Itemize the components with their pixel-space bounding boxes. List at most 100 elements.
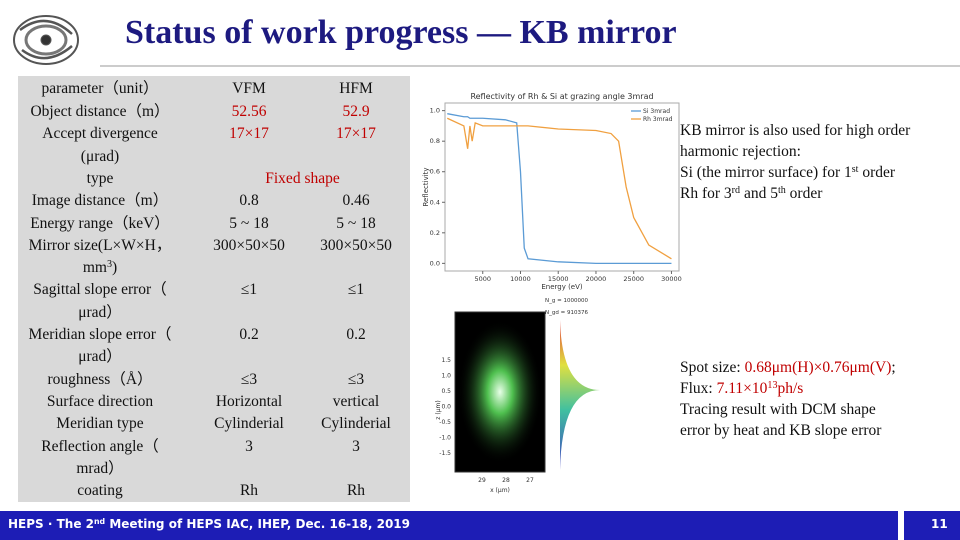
hfm-value: 17×17 (336, 125, 376, 143)
page-number: 11 (931, 517, 948, 531)
text-run: HEPS · The 2 (8, 517, 94, 531)
param-label: Energy range（keV） (30, 214, 170, 232)
text-run: Meeting of HEPS IAC, IHEP, Dec. 16-18, 2… (105, 517, 410, 531)
spot-y-tick: 1.5 (441, 357, 451, 364)
y-tick-label: 0.4 (430, 198, 440, 206)
param-label: μrad） (78, 303, 122, 321)
spot-stat: N_gd = 910376 (545, 310, 588, 316)
parameter-table (18, 76, 410, 502)
param-label: Surface direction (46, 392, 154, 410)
param-label: type (86, 169, 114, 187)
y-tick-label: 0.6 (430, 168, 440, 176)
footer-text: HEPS · The 2nd Meeting of HEPS IAC, IHEP… (8, 517, 410, 531)
hfm-value: 300×50×50 (320, 236, 392, 254)
spot-histogram (560, 320, 600, 470)
text-run: ph/s (777, 380, 804, 397)
text-run: 13 (767, 379, 778, 391)
spot-frame (454, 311, 546, 473)
hfm-value: 52.9 (342, 103, 370, 120)
param-label: Object distance（m） (30, 103, 170, 120)
spot-x-tick: 27 (526, 477, 534, 484)
plot-frame (444, 102, 680, 272)
text-run: Rh for 3 (680, 185, 732, 202)
hfm-value: 0.46 (342, 192, 370, 210)
hfm-value: Rh (346, 482, 366, 500)
param-label: Image distance（m） (31, 192, 169, 210)
text-run: mm (82, 259, 107, 277)
y-tick-label: 0.8 (430, 137, 440, 145)
note-line: Si (the mirror surface) for 1st order (680, 162, 895, 183)
hfm-value: ≤3 (347, 370, 365, 388)
page-box (904, 511, 960, 540)
text-run: st (851, 163, 859, 175)
note-line: Flux: 7.11×1013ph/s (680, 378, 803, 399)
param-label: Sagittal slope error（ (33, 281, 167, 299)
x-tick-label: 30000 (661, 275, 682, 283)
hfm-value: vertical (332, 392, 380, 410)
vfm-value: 300×50×50 (213, 236, 285, 254)
table-header: VFM (232, 80, 266, 97)
param-label: roughness（Å） (47, 370, 153, 388)
vfm-value: Rh (239, 482, 259, 500)
spot-x-label: x (μm) (490, 487, 510, 494)
text-run: 0.68μm(H)×0.76μm(V) (744, 359, 892, 376)
param-label: mm3) (83, 258, 117, 278)
hfm-value: 5 ~ 18 (336, 214, 376, 232)
spot-y-tick: -0.5 (439, 419, 451, 426)
param-label: Accept divergence (42, 125, 158, 143)
text-run: 7.11×10 (716, 380, 768, 397)
title: Status of work progress — KB mirror (125, 14, 677, 51)
spot-blob (458, 320, 542, 464)
x-tick-label: 25000 (623, 275, 644, 283)
vfm-value: Cylinderial (214, 415, 284, 433)
x-tick-label: 20000 (586, 275, 607, 283)
spot-y-tick: 0.0 (441, 404, 451, 411)
param-label: μrad） (78, 348, 122, 366)
footer-bar (0, 511, 898, 540)
spot-x-tick: 28 (502, 477, 510, 484)
text-run: Flux: (680, 380, 717, 397)
legend-label: Rh 3mrad (643, 116, 673, 123)
vfm-value: 0.2 (239, 326, 259, 343)
param-label: (μrad) (80, 147, 120, 165)
value-cell: Fixed shape (265, 169, 340, 187)
text-run: ; (891, 359, 896, 376)
text-run: ) (111, 259, 118, 277)
spot-y-tick: 0.5 (441, 388, 451, 395)
legend-label: Si 3mrad (643, 108, 670, 115)
spot-y-tick: 1.0 (441, 373, 451, 380)
x-tick-label: 10000 (510, 275, 531, 283)
text-run: Spot size: (680, 359, 745, 376)
text-run: Si (the mirror surface) for 1 (680, 164, 852, 181)
text-run: nd (94, 517, 106, 527)
text-run: 3 (106, 259, 112, 271)
vfm-value: ≤1 (240, 281, 258, 299)
spot-y-label: z (μm) (435, 400, 442, 419)
y-axis-label: Reflectivity (422, 167, 430, 206)
spot-x-tick: 29 (478, 477, 486, 484)
hfm-value: 0.2 (346, 326, 366, 343)
param-label: coating (77, 482, 123, 500)
param-label: Mirror size(L×W×H， (28, 236, 172, 254)
vfm-value: 3 (245, 437, 253, 455)
table-header: parameter（unit） (41, 80, 159, 97)
note-line: Tracing result with DCM shape (680, 401, 876, 418)
vfm-value: 5 ~ 18 (229, 214, 269, 232)
text-run: rd (731, 184, 741, 196)
series-line (446, 117, 672, 260)
series-line (447, 113, 672, 265)
logo (13, 15, 79, 65)
vfm-value: ≤3 (240, 370, 258, 388)
x-tick-label: 15000 (548, 275, 569, 283)
hfm-value: Cylinderial (321, 415, 391, 433)
note-line: Rh for 3rd and 5th order (680, 183, 822, 204)
note-line: KB mirror is also used for high order (680, 122, 911, 139)
text-run: order (785, 185, 823, 202)
hfm-value: ≤1 (347, 281, 365, 299)
note-line: error by heat and KB slope error (680, 422, 882, 439)
spot-y-tick: -1.5 (439, 450, 451, 457)
y-tick-label: 0.2 (430, 229, 440, 237)
